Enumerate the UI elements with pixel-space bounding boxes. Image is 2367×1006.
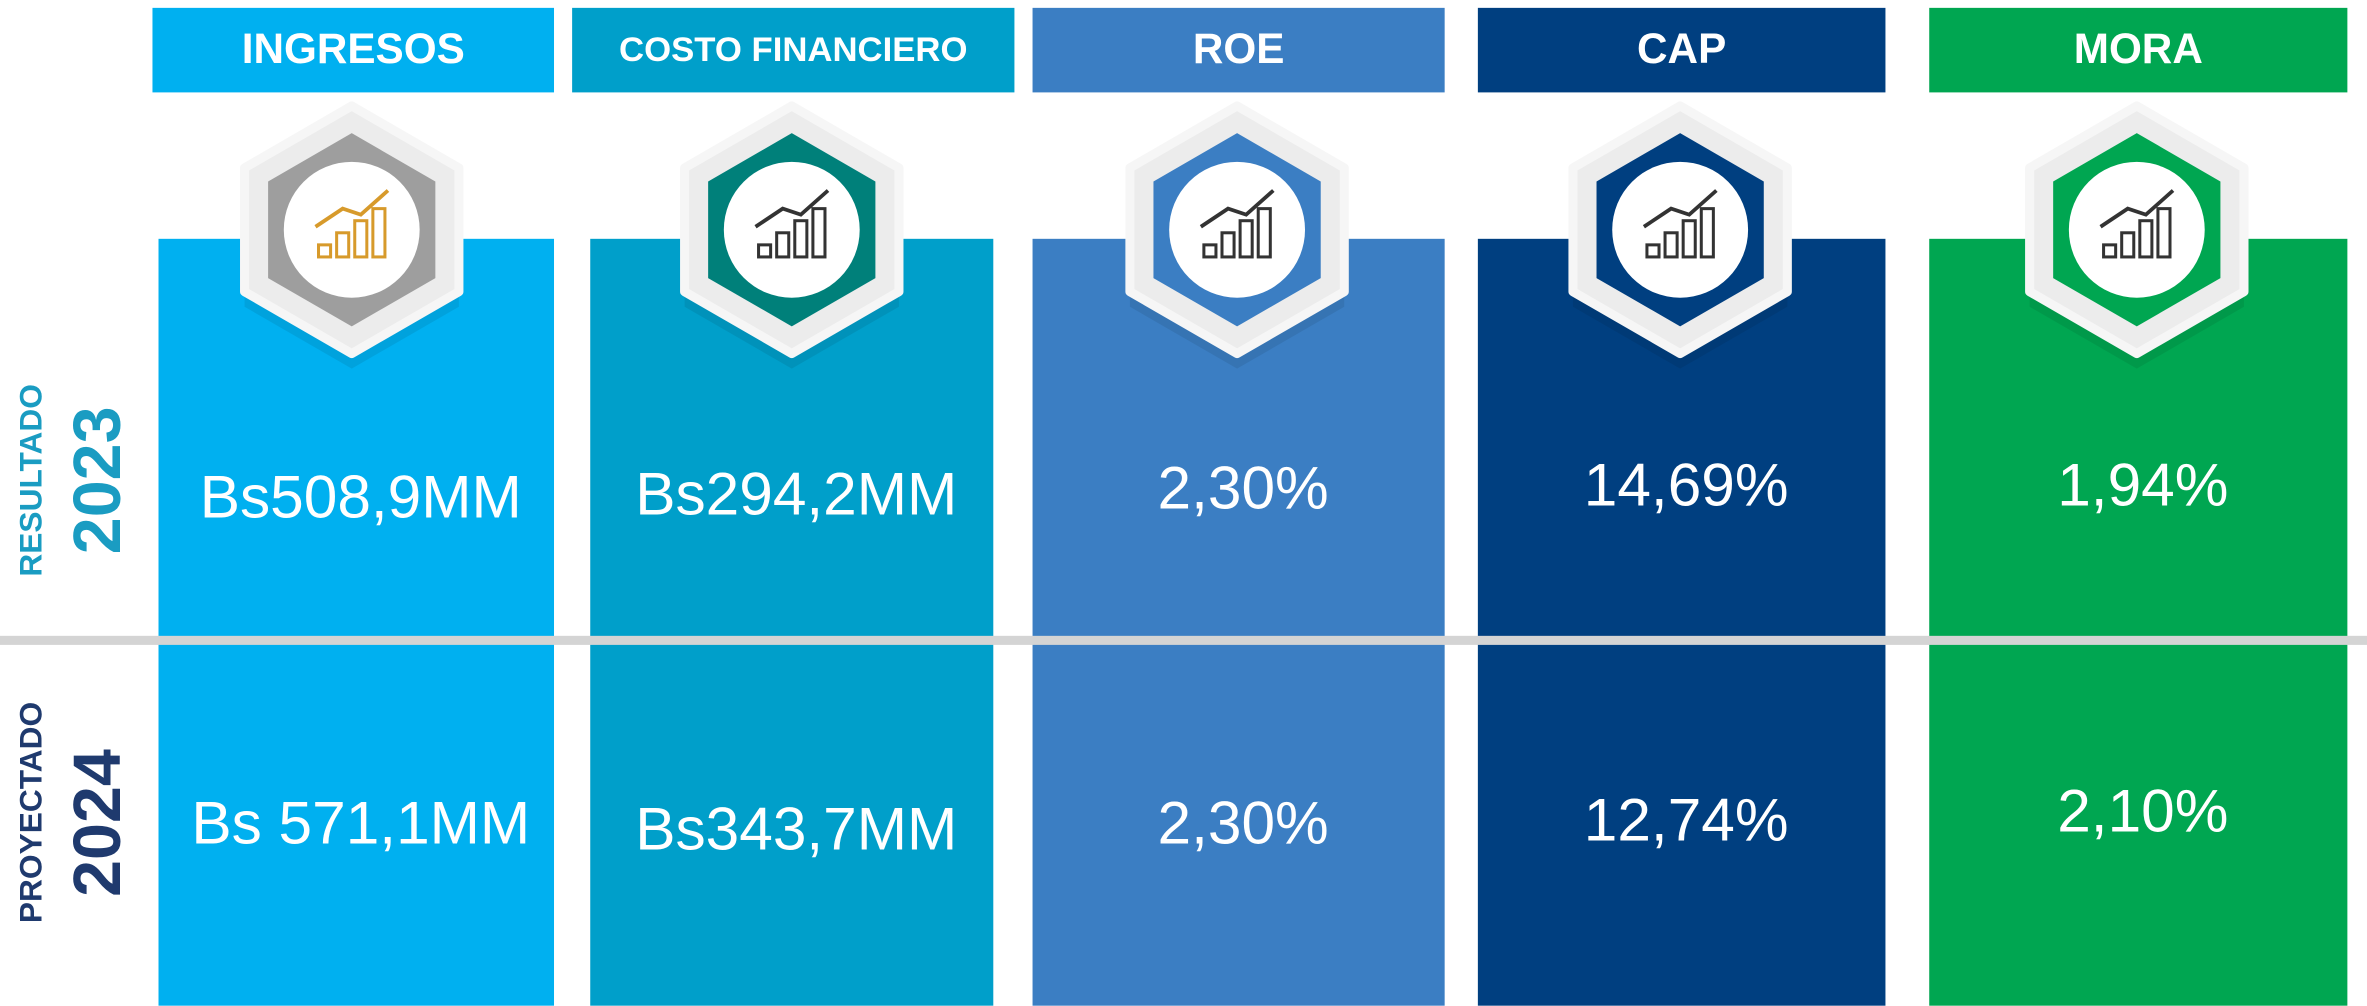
header: ROE [1193, 25, 1285, 72]
icon-bar [757, 243, 773, 259]
icon-arrow [1642, 189, 1718, 229]
icon-bar [371, 207, 387, 259]
value-2023: 1,94% [2057, 450, 2228, 518]
header: CAP [1637, 25, 1726, 72]
header-bar [1929, 7, 2348, 93]
panel [1477, 238, 1886, 1006]
row-label: RESULTADO [13, 384, 49, 576]
icon-arrow [314, 189, 390, 229]
icon-bar [353, 219, 369, 259]
icon-arrow [1199, 189, 1275, 229]
icon-bar [335, 231, 351, 259]
icon-bar [317, 243, 333, 259]
icon-bar [2156, 207, 2172, 259]
icon-circle [1612, 161, 1749, 298]
icon-bar [1202, 243, 1218, 259]
icon-bar [1238, 219, 1254, 259]
header-bar [1477, 7, 1886, 93]
icon-bar [2102, 243, 2118, 259]
icon-circle [283, 161, 420, 298]
icon-bar [1645, 243, 1661, 259]
icon-bar [1663, 231, 1679, 259]
icon-bar [1256, 207, 1272, 259]
value-2023: Bs294,2MM [635, 459, 957, 527]
icon-bar [2138, 219, 2154, 259]
header-bar [572, 7, 1015, 93]
icon-bar [1220, 231, 1236, 259]
panel [1032, 238, 1445, 1006]
value-2023: 2,30% [1158, 453, 1329, 521]
icon-circle [1169, 161, 1306, 298]
columns: INGRESOS Bs508,9MM Bs 571,1MM COSTO FINANCI… [152, 7, 2348, 1006]
panel [1929, 238, 2348, 1006]
icon-circle [2068, 161, 2205, 298]
icon-bar [775, 231, 791, 259]
value-2023: Bs508,9MM [200, 462, 522, 530]
icon-bar [793, 219, 809, 259]
value-2024: Bs343,7MM [635, 795, 957, 863]
row-year: 2023 [61, 406, 135, 554]
icon-arrow [754, 189, 830, 229]
separator [0, 635, 2367, 645]
icon-arrow [2099, 189, 2175, 229]
header: COSTO FINANCIERO [619, 31, 968, 69]
icon-bar [1699, 207, 1715, 259]
icon-circle [723, 161, 860, 298]
header: MORA [2074, 25, 2203, 72]
icon-bar [811, 207, 827, 259]
icon-bar [2120, 231, 2136, 259]
panel [158, 238, 555, 1006]
value-2024: 2,10% [2057, 776, 2228, 844]
header: INGRESOS [242, 25, 465, 72]
icon-bar [1681, 219, 1697, 259]
row-year: 2024 [61, 749, 135, 897]
value-2023: 14,69% [1584, 450, 1789, 518]
panel [590, 238, 994, 1006]
value-2024: 2,30% [1158, 789, 1329, 857]
value-2024: 12,74% [1584, 785, 1789, 853]
header-bar [1032, 7, 1445, 93]
row-label: PROYECTADO [13, 702, 49, 923]
header-bar [152, 7, 555, 93]
value-2024: Bs 571,1MM [191, 789, 530, 857]
